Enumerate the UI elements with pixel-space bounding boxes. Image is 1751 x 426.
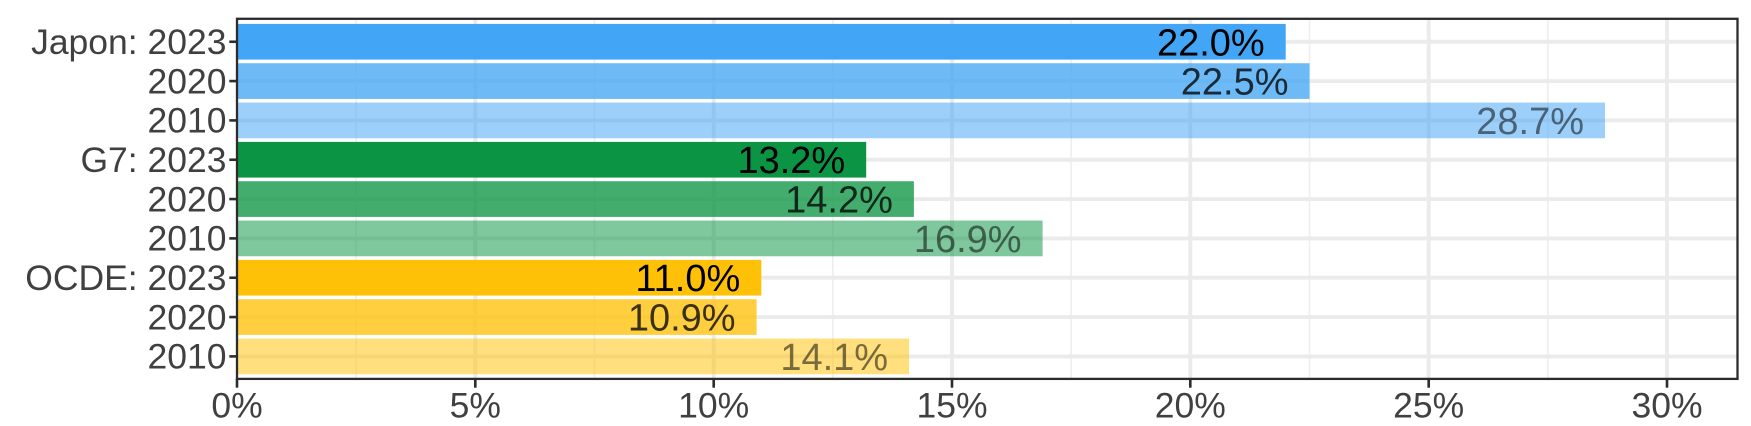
svg-text:15%: 15%	[916, 386, 987, 426]
svg-text:28.7%: 28.7%	[1476, 101, 1584, 143]
svg-text:0%: 0%	[211, 386, 262, 426]
svg-text:Japon: 2023: Japon: 2023	[31, 22, 226, 62]
svg-text:13.2%: 13.2%	[737, 140, 845, 182]
svg-text:20%: 20%	[1155, 386, 1226, 426]
svg-text:22.5%: 22.5%	[1181, 62, 1289, 104]
svg-text:30%: 30%	[1631, 386, 1702, 426]
svg-text:14.1%: 14.1%	[780, 337, 888, 379]
svg-text:2010: 2010	[148, 101, 227, 141]
svg-text:OCDE: 2023: OCDE: 2023	[25, 258, 226, 298]
svg-text:16.9%: 16.9%	[914, 219, 1022, 261]
svg-text:5%: 5%	[450, 386, 501, 426]
svg-text:25%: 25%	[1393, 386, 1464, 426]
svg-text:2020: 2020	[148, 61, 227, 101]
svg-text:G7: 2023: G7: 2023	[80, 140, 226, 180]
svg-text:10%: 10%	[678, 386, 749, 426]
svg-text:2010: 2010	[148, 337, 227, 377]
svg-text:2020: 2020	[148, 179, 227, 219]
svg-text:10.9%: 10.9%	[628, 298, 736, 340]
svg-text:14.2%: 14.2%	[785, 180, 893, 222]
svg-text:22.0%: 22.0%	[1157, 22, 1265, 64]
svg-text:2010: 2010	[148, 219, 227, 259]
svg-text:11.0%: 11.0%	[635, 258, 740, 300]
svg-text:2020: 2020	[148, 297, 227, 337]
